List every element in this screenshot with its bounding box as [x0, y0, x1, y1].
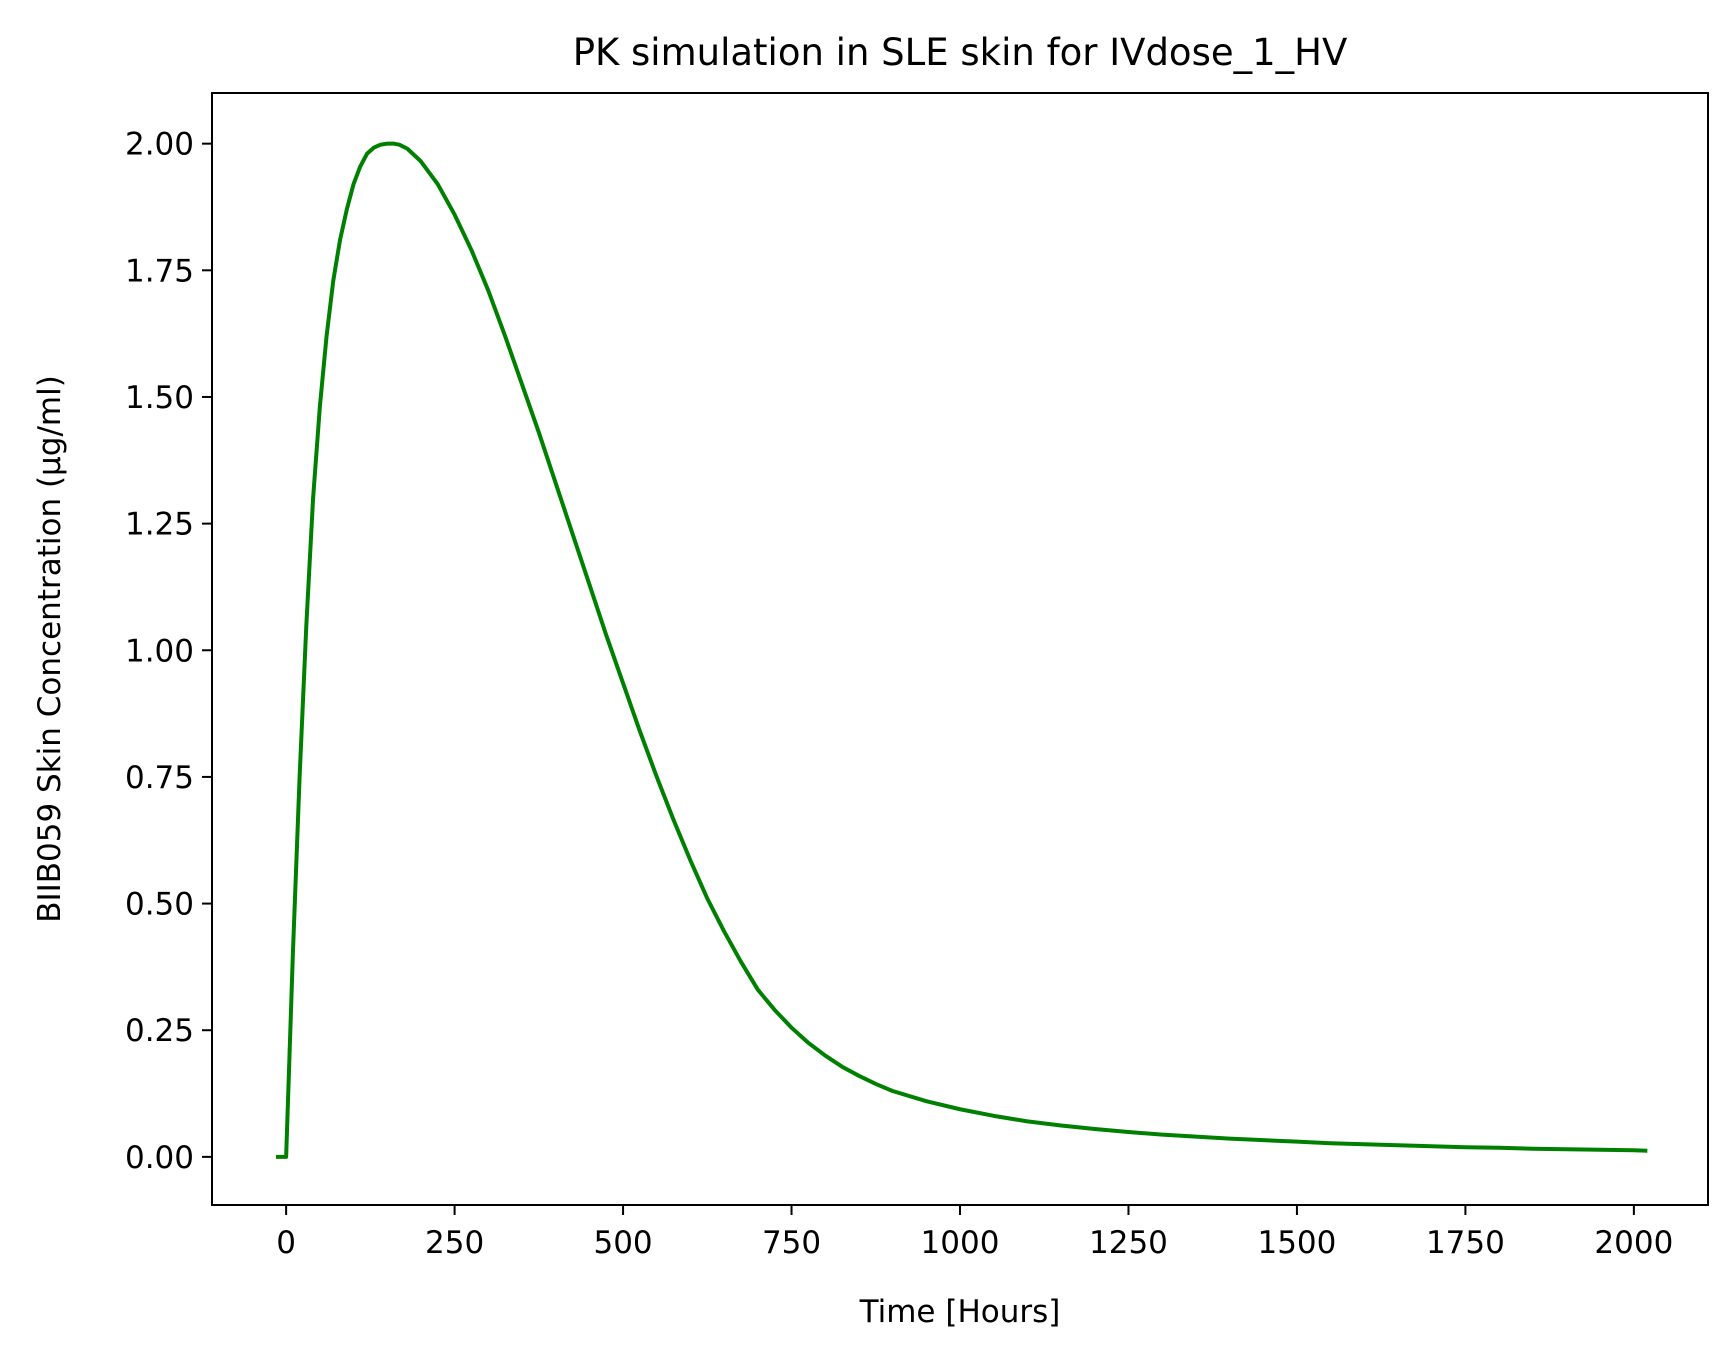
x-tick-label: 1000: [921, 1225, 1000, 1261]
x-tick-label: 1500: [1257, 1225, 1336, 1261]
series-line-0: [276, 141, 1648, 1159]
x-tick-label: 1250: [1089, 1225, 1168, 1261]
y-tick-label: 0.75: [125, 760, 194, 796]
x-axis-ticks: 0 250 500 750 1000 1250 1500 1750 2000: [276, 1205, 1673, 1261]
x-tick-label: 1750: [1426, 1225, 1505, 1261]
y-tick-label: 1.50: [125, 380, 194, 416]
x-tick-label: 500: [593, 1225, 652, 1261]
y-tick-label: 0.50: [125, 887, 194, 923]
y-axis-ticks: 0.00 0.25 0.50 0.75 1.00 1.25 1.50 1.75 2.00: [125, 127, 212, 1176]
x-axis-label: Time [Hours]: [859, 1294, 1061, 1330]
plot-area: [276, 141, 1648, 1159]
x-tick-label: 0: [276, 1225, 296, 1261]
y-tick-label: 2.00: [125, 127, 194, 163]
y-tick-label: 1.75: [125, 253, 194, 289]
y-tick-label: 0.25: [125, 1013, 194, 1049]
chart-title: PK simulation in SLE skin for IVdose_1_H…: [573, 31, 1348, 74]
x-tick-label: 2000: [1594, 1225, 1673, 1261]
y-tick-label: 0.00: [125, 1140, 194, 1176]
y-axis-label: BIIB059 Skin Concentration (µg/ml): [32, 375, 68, 923]
x-tick-label: 250: [425, 1225, 484, 1261]
y-tick-label: 1.25: [125, 507, 194, 543]
x-tick-label: 750: [762, 1225, 821, 1261]
y-tick-label: 1.00: [125, 633, 194, 669]
